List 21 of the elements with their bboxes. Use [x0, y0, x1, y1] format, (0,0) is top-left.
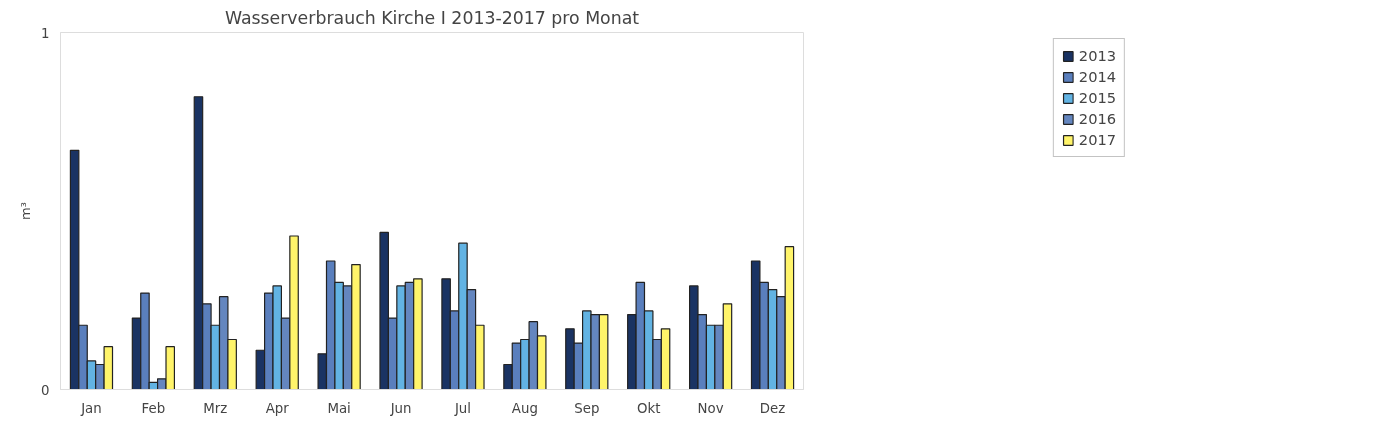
legend-label: 2013: [1078, 47, 1117, 64]
x-tick-label: Jun: [389, 400, 412, 416]
x-tick-label: Nov: [697, 400, 724, 416]
legend-label: 2017: [1078, 131, 1117, 148]
x-tick-label: Apr: [265, 400, 290, 416]
x-tick-label: Mrz: [203, 400, 228, 416]
x-tick-label: Sep: [574, 400, 600, 416]
y-tick-label: 1: [41, 25, 50, 41]
x-tick-label: Dez: [759, 400, 786, 416]
x-tick-label: Aug: [511, 400, 538, 416]
y-tick-label: 0: [41, 382, 50, 398]
legend-label: 2014: [1078, 68, 1117, 85]
x-tick-label: Jan: [80, 400, 102, 416]
chart-title: Wasserverbrauch Kirche I 2013-2017 pro Monat: [224, 7, 640, 28]
x-tick-label: Feb: [141, 400, 166, 416]
legend-label: 2016: [1078, 110, 1117, 127]
y-axis-title: m³: [18, 202, 34, 220]
x-tick-label: Jul: [453, 400, 472, 416]
x-tick-label: Mai: [327, 400, 351, 416]
x-tick-label: Okt: [636, 400, 661, 416]
legend-label: 2015: [1078, 89, 1117, 106]
